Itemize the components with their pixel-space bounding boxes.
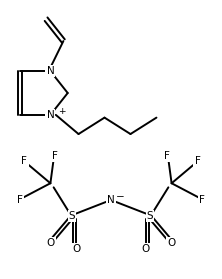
Text: N: N	[107, 195, 115, 205]
Text: O: O	[46, 239, 55, 248]
Text: N: N	[47, 110, 54, 120]
Text: O: O	[167, 239, 176, 248]
Text: −: −	[116, 192, 125, 202]
Text: O: O	[141, 244, 150, 254]
Text: F: F	[17, 195, 23, 205]
Text: F: F	[195, 156, 200, 166]
Text: S: S	[69, 211, 75, 221]
Text: F: F	[52, 151, 58, 161]
Text: F: F	[164, 151, 170, 161]
Text: F: F	[199, 195, 205, 205]
Text: N: N	[47, 66, 54, 76]
Text: +: +	[59, 107, 66, 116]
Text: F: F	[22, 156, 27, 166]
Text: S: S	[147, 211, 153, 221]
Text: O: O	[72, 244, 81, 254]
